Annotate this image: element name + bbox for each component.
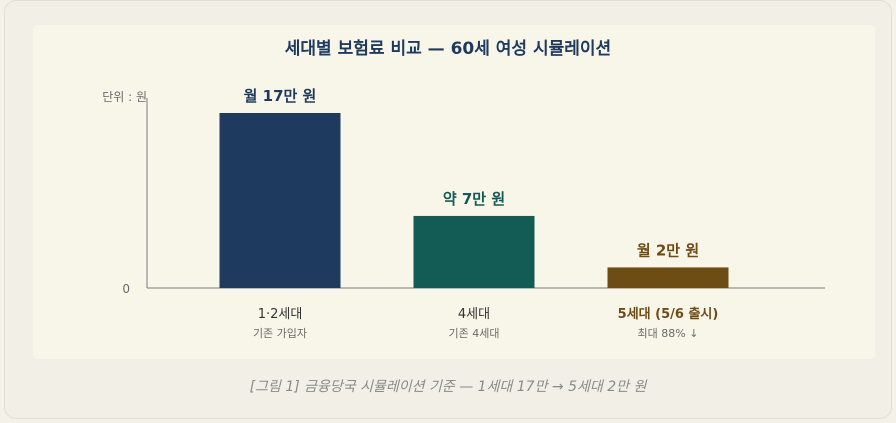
bar-3 xyxy=(607,267,729,288)
chart-title: 세대별 보험료 비교 — 60세 여성 시뮬레이션 xyxy=(285,38,611,59)
category-label-2: 4세대 xyxy=(458,307,490,322)
unit-label: 단위 : 원 xyxy=(102,90,147,104)
bar-value-label-1: 월 17만 원 xyxy=(244,87,317,105)
chart-card xyxy=(33,25,875,359)
bar-value-label-3: 월 2만 원 xyxy=(637,241,699,259)
y-zero-tick-label: 0 xyxy=(122,282,130,296)
category-sublabel-3: 최대 88% ↓ xyxy=(638,327,699,340)
bar-1 xyxy=(219,113,341,288)
figure-frame xyxy=(4,0,892,419)
category-label-1: 1·2세대 xyxy=(258,307,303,322)
category-sublabel-1: 기존 가입자 xyxy=(253,327,307,340)
category-label-3: 5세대 (5/6 출시) xyxy=(618,306,719,322)
figure-caption: [그림 1] 금융당국 시뮬레이션 기준 — 1세대 17만 → 5세대 2만 … xyxy=(249,379,647,395)
category-sublabel-2: 기존 4세대 xyxy=(449,327,500,340)
bar-2 xyxy=(413,215,535,288)
bar-value-label-2: 약 7만 원 xyxy=(443,190,505,208)
bar-chart: 세대별 보험료 비교 — 60세 여성 시뮬레이션 단위 : 원 0 월 17만… xyxy=(102,38,825,340)
